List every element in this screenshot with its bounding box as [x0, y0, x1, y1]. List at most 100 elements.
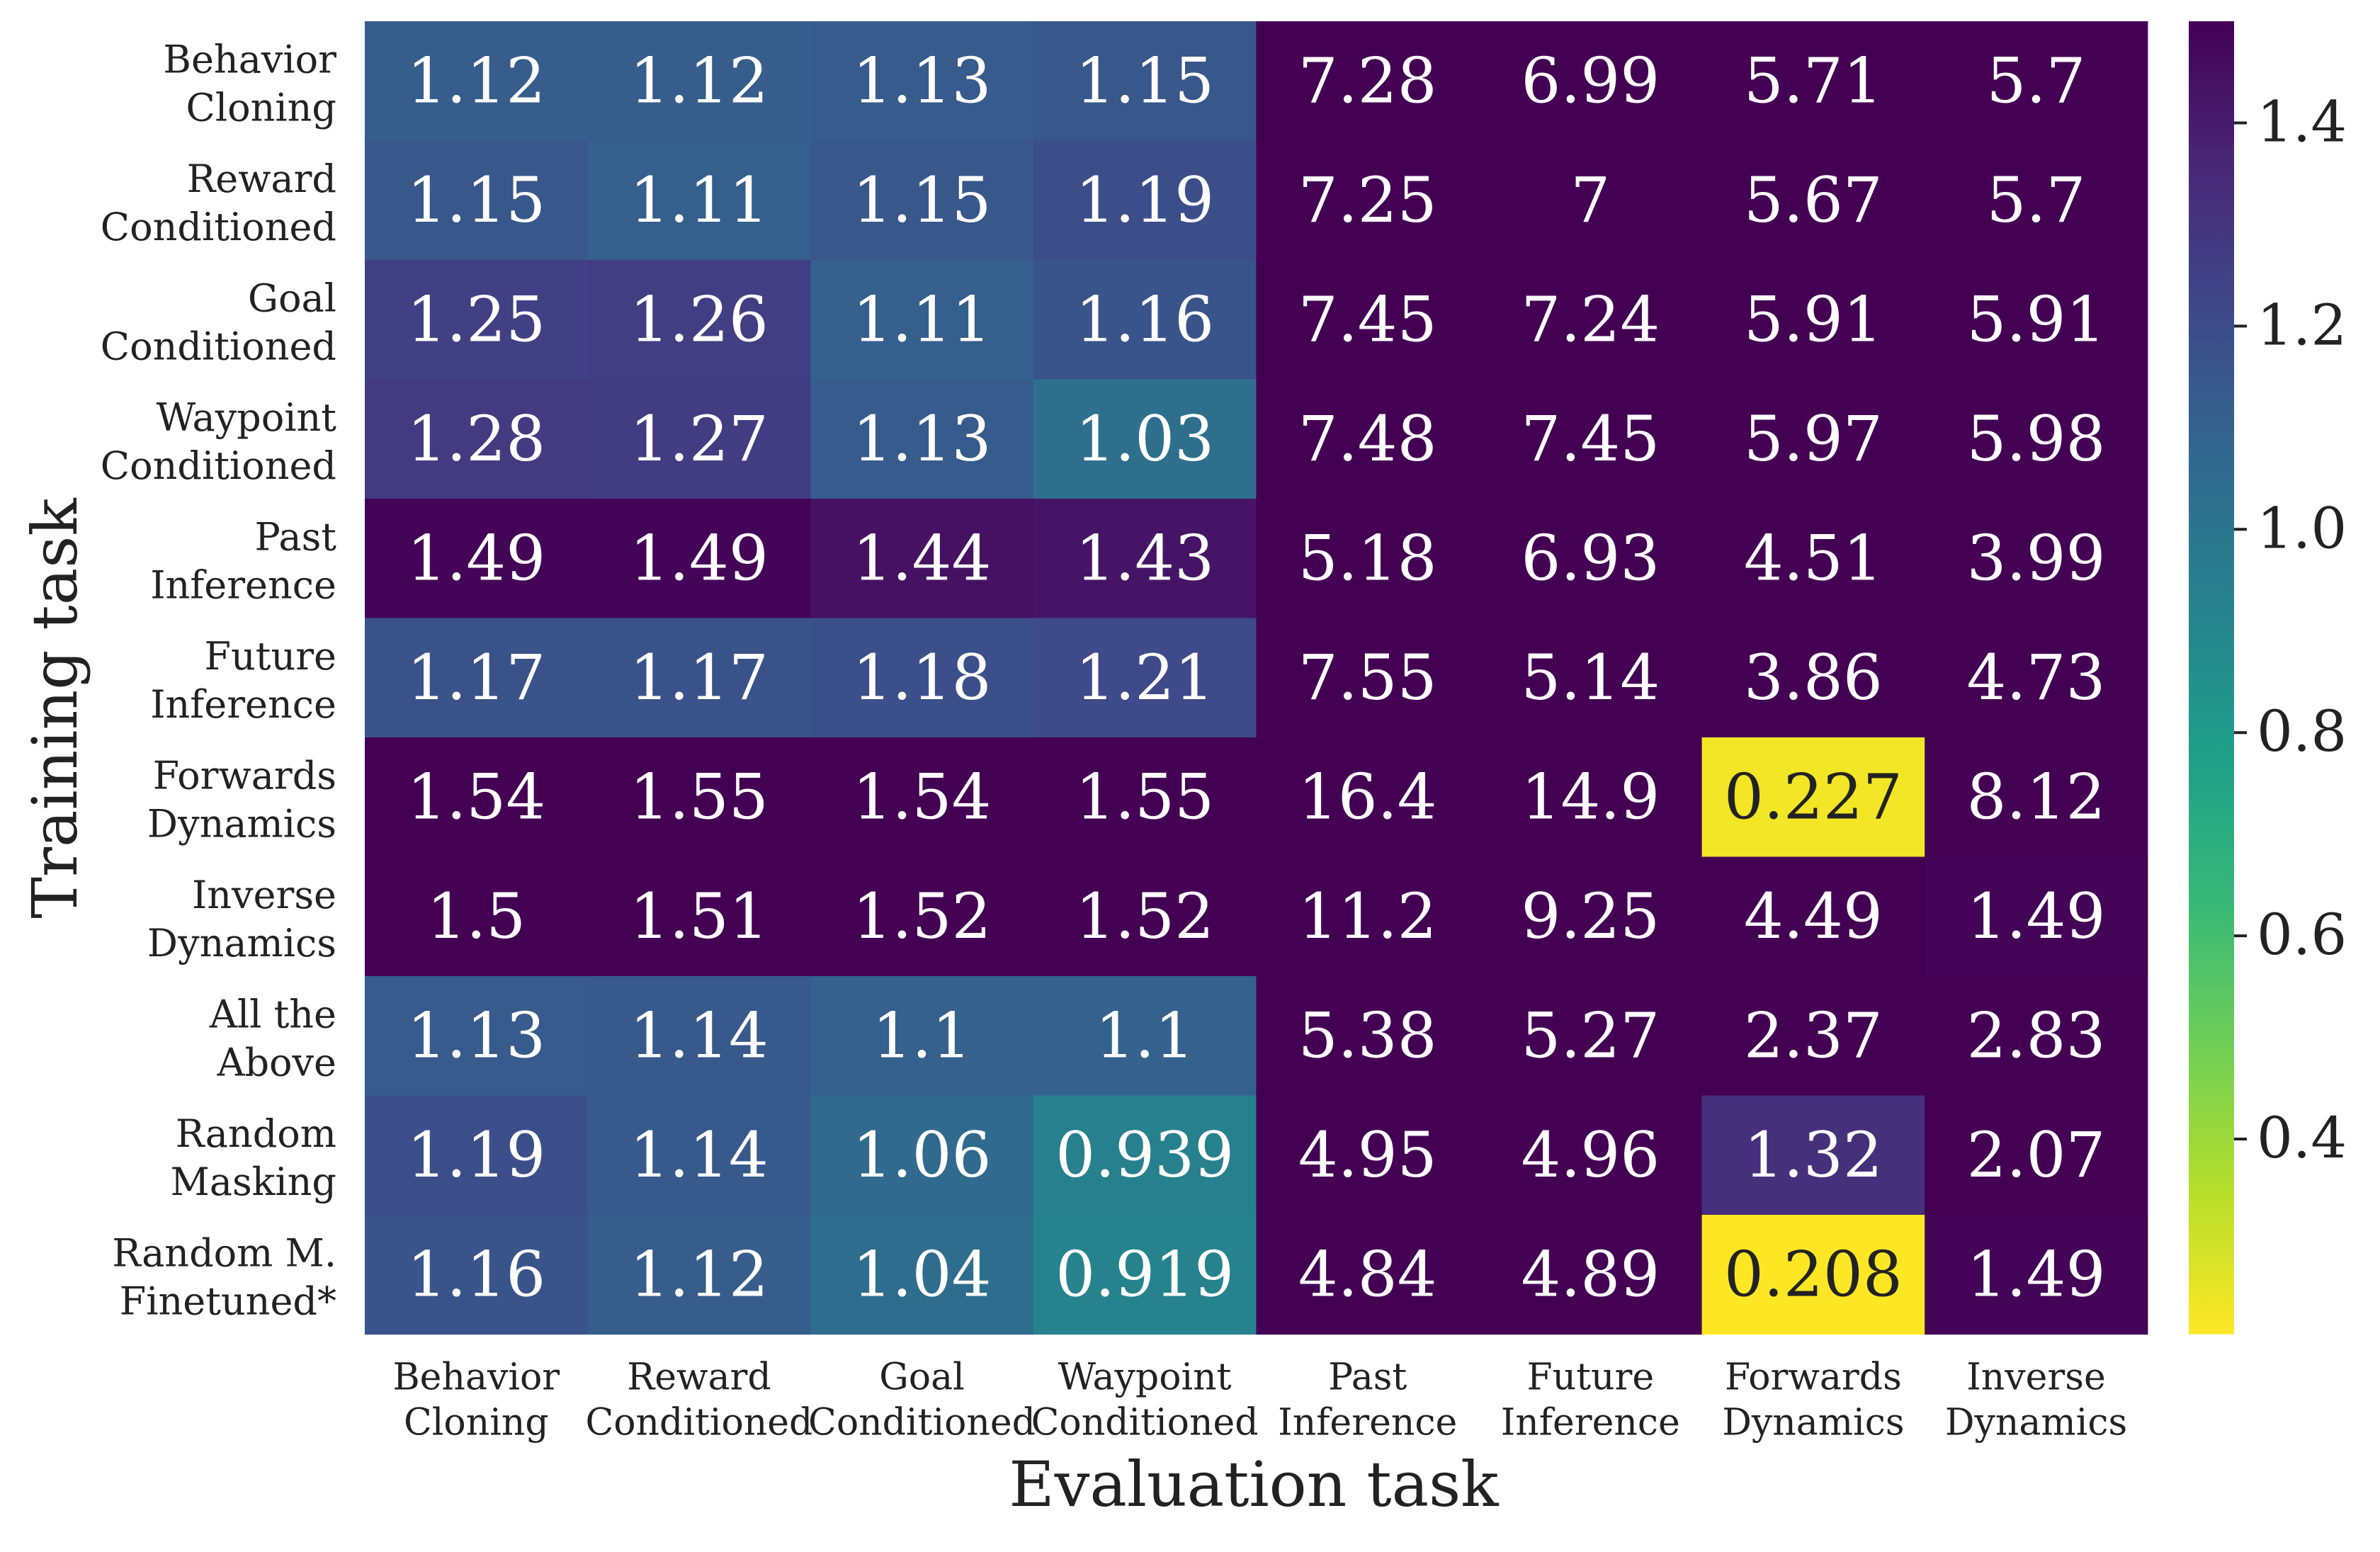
colorbar-tick-label: 1.0: [2257, 495, 2347, 561]
cell-value-label: 9.25: [1521, 880, 1660, 953]
x-tick-label: Reward: [627, 1356, 771, 1399]
cell-value-label: 1.55: [630, 760, 769, 833]
cell-value-label: 1.17: [407, 641, 545, 714]
heatmap-cell: [1701, 976, 1925, 1097]
heatmap-cell: [365, 856, 589, 977]
x-tick-label: Cloning: [404, 1402, 549, 1444]
x-tick-label: Inference: [1278, 1402, 1457, 1444]
cell-value-label: 4.95: [1298, 1118, 1437, 1191]
heatmap-cell: [587, 260, 811, 380]
heatmap-cell: [810, 976, 1034, 1097]
cell-value-label: 1.18: [853, 641, 992, 714]
cell-value-label: 1.52: [1075, 880, 1214, 953]
y-tick-label: Random M.: [112, 1230, 336, 1275]
heatmap-cell: [1479, 260, 1703, 380]
cell-value-label: 4.89: [1521, 1237, 1660, 1310]
heatmap-cell: [810, 1215, 1034, 1335]
y-tick-label: Above: [216, 1040, 336, 1084]
cell-value-label: 5.97: [1744, 402, 1883, 475]
cell-value-label: 1.1: [1095, 999, 1194, 1072]
cell-value-label: 14.9: [1521, 760, 1660, 833]
heatmap-cell: [1925, 499, 2148, 619]
x-tick-label: Past: [1328, 1356, 1407, 1399]
heatmap-cell: [1033, 856, 1257, 977]
heatmap-cell: [1925, 379, 2148, 499]
heatmap-cell: [1701, 260, 1925, 380]
y-tick-label: Future: [205, 634, 337, 679]
heatmap-cell: [810, 21, 1034, 142]
cell-value-label: 1.21: [1075, 641, 1214, 714]
cell-value-label: 1.11: [630, 164, 769, 237]
heatmap-cell: [1033, 21, 1257, 142]
heatmap-cell: [1925, 1095, 2148, 1216]
heatmap-cell: [1701, 1215, 1925, 1335]
cell-value-label: 2.07: [1967, 1118, 2106, 1191]
cell-value-label: 1.15: [1075, 44, 1214, 117]
cell-value-label: 1.25: [407, 283, 545, 356]
colorbar-gradient: [2189, 21, 2234, 1335]
heatmap-cell: [365, 21, 589, 142]
cell-value-label: 16.4: [1298, 760, 1437, 833]
y-axis-title: Training task: [18, 498, 91, 919]
cell-value-label: 1.54: [853, 760, 992, 833]
cell-value-label: 7.24: [1521, 283, 1660, 356]
cell-value-label: 7: [1570, 164, 1610, 237]
heatmap-cell: [1701, 21, 1925, 142]
heatmap-cell: [810, 260, 1034, 380]
cell-value-label: 4.51: [1744, 521, 1883, 594]
heatmap-cell: [365, 140, 589, 261]
heatmap-cell: [1479, 140, 1703, 261]
heatmap-cell: [1479, 1095, 1703, 1216]
cell-value-label: 1.49: [407, 521, 545, 594]
heatmap-cell: [1033, 976, 1257, 1097]
cell-value-label: 0.208: [1724, 1237, 1903, 1310]
cell-value-label: 1.06: [853, 1118, 992, 1191]
cell-value-label: 1.49: [1967, 880, 2106, 953]
heatmap-cell: [1256, 618, 1480, 738]
cell-value-label: 7.45: [1521, 402, 1660, 475]
cell-value-label: 1.49: [1967, 1237, 2106, 1310]
heatmap-cell: [1701, 856, 1925, 977]
heatmap-cell: [365, 260, 589, 380]
cell-value-label: 1.54: [407, 760, 545, 833]
cell-value-label: 1.13: [407, 999, 545, 1072]
heatmap-cell: [1925, 1215, 2148, 1335]
heatmap-cell: [1033, 1215, 1257, 1335]
heatmap-cell: [810, 737, 1034, 858]
cell-value-label: 1.1: [873, 999, 972, 1072]
x-tick-label: Waypoint: [1058, 1356, 1232, 1399]
cell-value-label: 1.43: [1075, 521, 1214, 594]
x-tick-label: Dynamics: [1722, 1402, 1904, 1444]
y-tick-label: Dynamics: [147, 921, 336, 965]
colorbar-tick-label: 1.4: [2257, 89, 2347, 154]
cell-value-label: 6.93: [1521, 521, 1660, 594]
heatmap-cell: [1479, 499, 1703, 619]
y-tick-label: All the: [209, 992, 336, 1036]
x-axis-title: Evaluation task: [1009, 1448, 1499, 1521]
heatmap-cell: [810, 1095, 1034, 1216]
cell-value-label: 1.27: [630, 402, 769, 475]
heatmap-cell: [1033, 260, 1257, 380]
cell-value-label: 1.55: [1075, 760, 1214, 833]
cell-value-label: 1.28: [407, 402, 545, 475]
cell-value-label: 1.13: [853, 402, 992, 475]
cell-value-label: 4.49: [1744, 880, 1883, 953]
y-tick-label: Dynamics: [147, 801, 336, 846]
cell-value-label: 1.44: [853, 521, 992, 594]
heatmap-cell: [365, 737, 589, 858]
heatmap-cell: [1925, 618, 2148, 738]
heatmap-cells: [365, 21, 2148, 1335]
cell-value-label: 2.37: [1744, 999, 1883, 1072]
x-tick-label: Goal: [879, 1356, 964, 1399]
heatmap-cell: [365, 976, 589, 1097]
y-tick-label: Goal: [248, 276, 336, 320]
cell-value-label: 0.227: [1724, 760, 1903, 833]
x-tick-label: Inference: [1501, 1402, 1680, 1444]
heatmap-cell: [587, 737, 811, 858]
y-tick-label: Reward: [187, 157, 336, 201]
cell-value-label: 1.03: [1075, 402, 1214, 475]
y-tick-label: Conditioned: [101, 324, 336, 368]
cell-value-label: 0.939: [1055, 1118, 1234, 1191]
colorbar-tick-label: 0.6: [2257, 902, 2347, 968]
heatmap-cell: [1256, 499, 1480, 619]
